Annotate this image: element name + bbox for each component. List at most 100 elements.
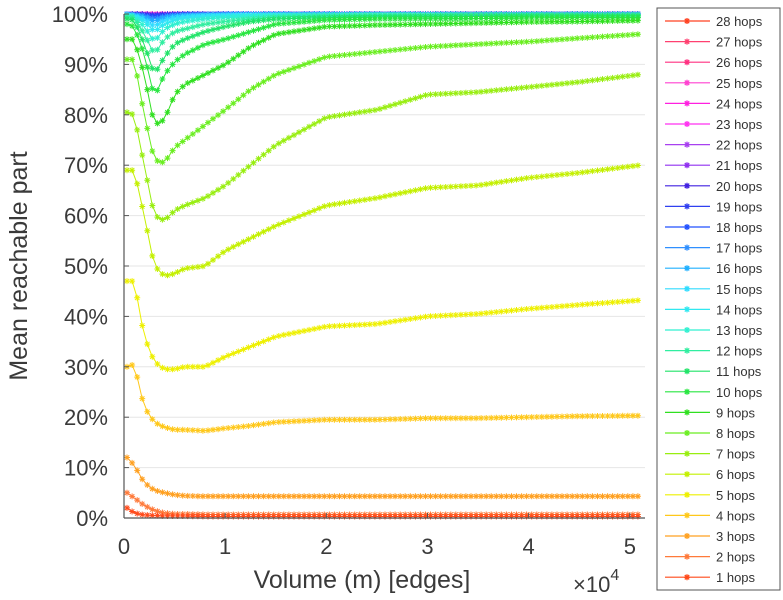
data-marker xyxy=(371,513,378,520)
data-marker xyxy=(291,132,297,139)
grid-lines xyxy=(124,63,645,469)
data-marker xyxy=(144,503,151,510)
data-marker xyxy=(371,49,378,55)
data-marker xyxy=(473,15,480,22)
data-marker xyxy=(457,311,464,318)
data-marker xyxy=(508,414,515,421)
data-marker xyxy=(154,361,161,367)
data-marker xyxy=(306,417,313,424)
data-marker xyxy=(144,28,151,35)
data-marker xyxy=(250,27,257,34)
data-marker xyxy=(407,96,414,103)
data-marker xyxy=(321,323,328,330)
data-marker xyxy=(205,119,211,126)
data-marker xyxy=(189,363,196,370)
data-marker xyxy=(184,201,191,208)
data-marker xyxy=(427,513,434,520)
data-marker xyxy=(523,38,530,45)
data-marker xyxy=(513,85,520,92)
data-marker xyxy=(169,513,176,519)
data-marker xyxy=(144,125,151,132)
data-marker xyxy=(589,413,596,420)
data-marker xyxy=(614,493,621,500)
data-marker xyxy=(154,508,161,515)
data-marker xyxy=(351,110,358,117)
data-marker xyxy=(432,43,439,50)
data-marker xyxy=(220,18,227,25)
data-marker xyxy=(179,426,186,433)
data-marker xyxy=(366,416,373,423)
data-marker xyxy=(255,513,262,520)
data-marker xyxy=(306,209,313,216)
data-marker xyxy=(275,221,282,228)
data-marker xyxy=(442,312,449,319)
data-marker xyxy=(159,512,166,519)
data-marker xyxy=(265,147,272,154)
legend-item: 20 hops xyxy=(665,179,763,194)
data-marker xyxy=(376,320,383,327)
data-marker xyxy=(240,423,247,430)
data-marker xyxy=(387,47,394,54)
data-marker xyxy=(366,493,373,500)
data-marker xyxy=(280,30,287,36)
data-marker xyxy=(184,14,191,21)
data-marker xyxy=(159,18,166,25)
data-marker xyxy=(230,22,237,28)
data-marker xyxy=(361,22,368,29)
data-marker xyxy=(437,43,444,50)
data-marker xyxy=(462,183,469,189)
legend-marker xyxy=(684,224,690,230)
data-marker xyxy=(316,493,323,500)
data-marker xyxy=(275,30,282,37)
data-marker xyxy=(316,17,323,24)
data-marker xyxy=(311,121,318,127)
data-marker xyxy=(569,79,576,86)
data-marker xyxy=(508,307,515,314)
data-marker xyxy=(260,17,267,24)
legend-item: 6 hops xyxy=(665,467,756,482)
data-marker xyxy=(235,241,242,248)
data-marker xyxy=(432,184,439,191)
data-marker xyxy=(483,415,490,421)
data-marker xyxy=(331,23,338,30)
data-marker xyxy=(280,20,287,27)
data-marker xyxy=(306,59,313,66)
y-tick-label: 70% xyxy=(64,153,108,178)
data-marker xyxy=(124,489,130,496)
data-marker xyxy=(513,15,520,22)
data-marker xyxy=(230,14,237,21)
data-marker xyxy=(245,423,252,429)
data-marker xyxy=(503,19,510,26)
data-marker xyxy=(473,513,480,520)
data-marker xyxy=(215,493,222,500)
data-marker xyxy=(179,83,186,90)
data-marker xyxy=(285,217,292,224)
data-marker xyxy=(554,18,560,25)
data-marker xyxy=(129,493,136,500)
data-marker xyxy=(462,415,469,422)
data-marker xyxy=(468,182,474,189)
series-10-hops xyxy=(124,14,641,94)
data-marker xyxy=(220,493,227,500)
data-marker xyxy=(291,513,297,520)
data-marker xyxy=(235,17,242,24)
data-marker xyxy=(609,165,616,172)
data-marker xyxy=(498,86,505,93)
data-marker xyxy=(513,176,520,183)
data-marker xyxy=(351,16,358,23)
data-marker xyxy=(417,186,424,193)
data-marker xyxy=(321,416,328,423)
data-marker xyxy=(624,73,631,79)
data-marker xyxy=(220,183,227,190)
data-marker xyxy=(528,174,535,181)
data-marker xyxy=(634,513,641,520)
data-marker xyxy=(159,15,166,22)
data-marker xyxy=(255,231,262,238)
data-marker xyxy=(468,513,474,520)
data-marker xyxy=(634,493,641,500)
data-marker xyxy=(230,243,237,250)
data-marker xyxy=(255,493,262,500)
data-marker xyxy=(468,41,474,48)
data-marker xyxy=(149,65,156,72)
data-marker xyxy=(559,303,565,310)
